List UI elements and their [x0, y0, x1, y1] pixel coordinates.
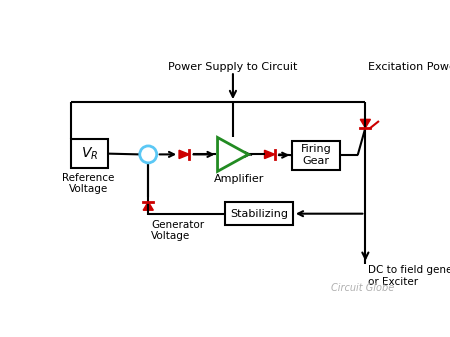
Text: Generator
Voltage: Generator Voltage — [151, 220, 204, 241]
Text: Excitation Power Supply: Excitation Power Supply — [368, 62, 450, 72]
Polygon shape — [143, 202, 153, 210]
Text: Amplifier: Amplifier — [214, 175, 264, 184]
Text: Circuit Globe: Circuit Globe — [331, 283, 395, 293]
Circle shape — [140, 146, 157, 163]
Text: $V_R$: $V_R$ — [81, 146, 99, 162]
Text: DC to field generator
or Exciter: DC to field generator or Exciter — [369, 265, 450, 287]
Polygon shape — [360, 119, 370, 128]
FancyBboxPatch shape — [71, 139, 108, 168]
Text: Reference
Voltage: Reference Voltage — [62, 173, 114, 194]
Text: Power Supply to Circuit: Power Supply to Circuit — [168, 62, 297, 72]
Text: Firing
Gear: Firing Gear — [301, 144, 332, 166]
FancyBboxPatch shape — [292, 141, 340, 170]
Polygon shape — [179, 150, 189, 158]
FancyBboxPatch shape — [225, 202, 293, 225]
Polygon shape — [217, 137, 248, 171]
Text: Stabilizing: Stabilizing — [230, 209, 288, 219]
Polygon shape — [265, 150, 275, 158]
